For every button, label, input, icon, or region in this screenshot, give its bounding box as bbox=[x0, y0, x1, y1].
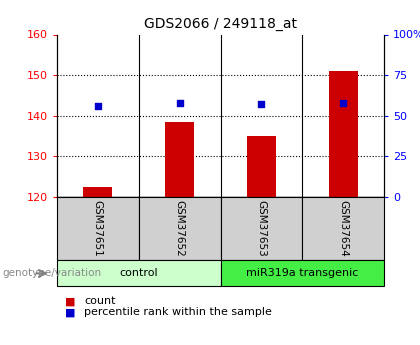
Text: count: count bbox=[84, 296, 116, 306]
Text: GSM37654: GSM37654 bbox=[339, 200, 348, 257]
Bar bbox=[165, 122, 194, 197]
Bar bbox=[247, 136, 276, 197]
Text: ■: ■ bbox=[65, 296, 76, 306]
Text: genotype/variation: genotype/variation bbox=[2, 268, 101, 278]
Point bbox=[340, 100, 347, 105]
Text: percentile rank within the sample: percentile rank within the sample bbox=[84, 307, 272, 317]
Text: miR319a transgenic: miR319a transgenic bbox=[246, 268, 359, 278]
Text: GSM37652: GSM37652 bbox=[175, 200, 184, 257]
Point bbox=[258, 101, 265, 107]
Title: GDS2066 / 249118_at: GDS2066 / 249118_at bbox=[144, 17, 297, 31]
Text: ■: ■ bbox=[65, 307, 76, 317]
Point bbox=[94, 103, 101, 109]
Text: control: control bbox=[119, 268, 158, 278]
Bar bbox=[329, 71, 358, 197]
Text: GSM37651: GSM37651 bbox=[93, 200, 102, 257]
Text: GSM37653: GSM37653 bbox=[257, 200, 266, 257]
Point bbox=[176, 100, 183, 105]
Bar bbox=[83, 187, 112, 197]
